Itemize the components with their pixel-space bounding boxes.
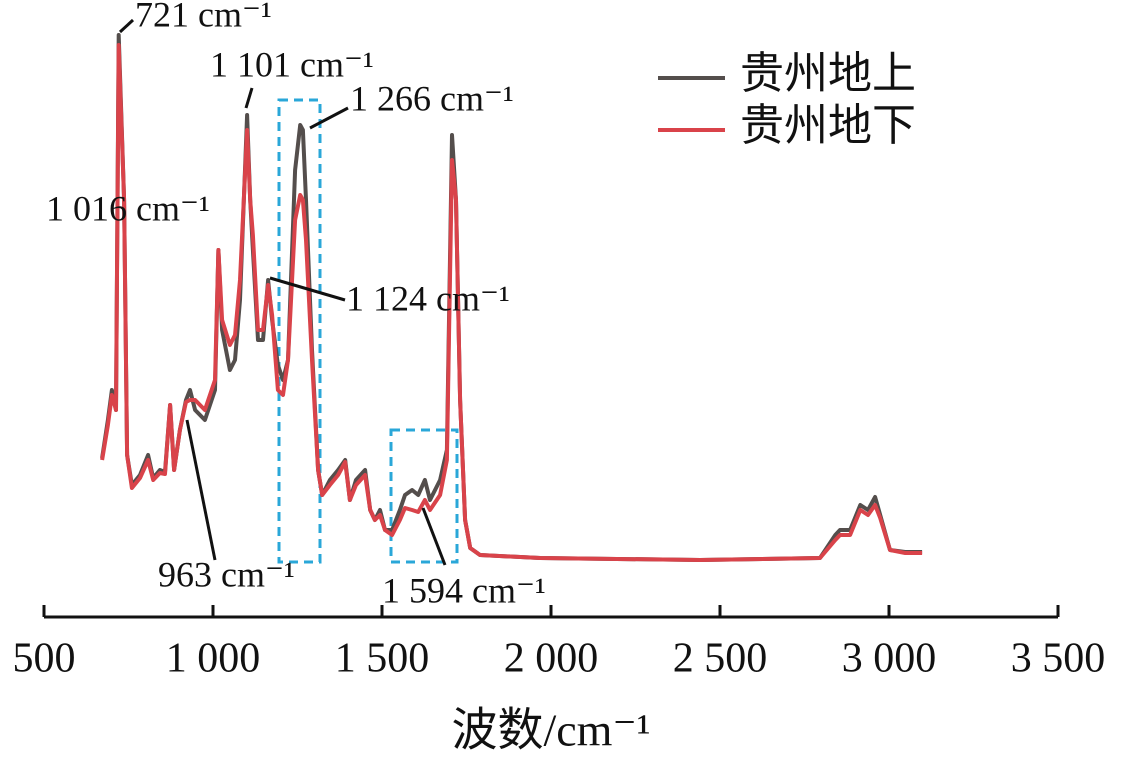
leader-line bbox=[309, 106, 349, 130]
x-tick-label: 500 bbox=[13, 636, 76, 682]
annotation: 1 016 cm⁻¹ bbox=[46, 188, 210, 228]
x-tick-label: 2 000 bbox=[504, 636, 599, 682]
x-tick-label: 2 500 bbox=[673, 636, 768, 682]
leaders bbox=[118, 18, 447, 566]
x-axis-title: 波数/cm⁻¹ bbox=[451, 705, 650, 756]
annotation: 721 cm⁻¹ bbox=[135, 0, 272, 34]
leader-line bbox=[269, 276, 346, 302]
leader-line bbox=[421, 507, 447, 566]
highlight-box bbox=[277, 98, 322, 564]
x-tick-label: 3 500 bbox=[1011, 636, 1106, 682]
annotation: 1 266 cm⁻¹ bbox=[350, 78, 514, 118]
plot bbox=[100, 33, 923, 562]
legend-label: 贵州地上 bbox=[740, 49, 916, 98]
annotation: 963 cm⁻¹ bbox=[158, 554, 295, 594]
x-tick-label: 1 500 bbox=[335, 636, 430, 682]
x-tick-label: 3 000 bbox=[842, 636, 937, 682]
leader-line bbox=[185, 419, 217, 561]
highlight-boxes bbox=[277, 98, 459, 564]
x-tick-label: 1 000 bbox=[166, 636, 261, 682]
annotation: 1 101 cm⁻¹ bbox=[210, 44, 374, 84]
leader-line bbox=[244, 87, 254, 109]
annotation: 1 124 cm⁻¹ bbox=[346, 278, 510, 318]
leader-line bbox=[118, 18, 135, 34]
series-line bbox=[100, 43, 923, 562]
annotation: 1 594 cm⁻¹ bbox=[382, 570, 546, 610]
highlight-box bbox=[389, 428, 459, 564]
legend-label: 贵州地下 bbox=[740, 101, 916, 150]
